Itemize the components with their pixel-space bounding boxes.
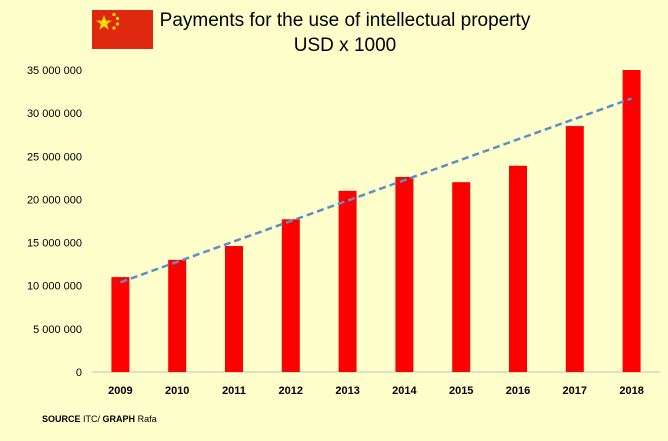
y-tick-label: 5 000 000 <box>33 324 82 336</box>
bar-2015 <box>452 182 471 372</box>
china-flag-icon <box>92 10 153 49</box>
y-tick-label: 10 000 000 <box>27 281 82 293</box>
x-tick-label: 2017 <box>563 385 587 397</box>
graph-label: GRAPH <box>102 414 136 424</box>
bar-2018 <box>622 70 641 372</box>
x-tick-label: 2009 <box>108 385 132 397</box>
y-tick-label: 0 <box>76 367 82 379</box>
bar-2014 <box>395 176 414 372</box>
y-tick-label: 30 000 000 <box>27 108 82 120</box>
trendline <box>119 97 633 284</box>
flag-big-star <box>96 15 112 30</box>
flag-small-star <box>115 16 120 21</box>
bar-2012 <box>281 219 300 372</box>
chart-title: Payments for the use of intellectual pro… <box>155 8 535 58</box>
bar-2011 <box>225 246 243 372</box>
flag-field <box>92 10 153 49</box>
flag-small-star <box>112 26 116 30</box>
x-tick-label: 2016 <box>506 385 530 397</box>
bar-2017 <box>565 126 584 372</box>
bar-2013 <box>338 190 357 372</box>
x-tick-label: 2014 <box>392 385 417 397</box>
x-tick-label: 2010 <box>165 385 189 397</box>
x-tick-label: 2018 <box>619 385 643 397</box>
chart-title-line1: Payments for the use of intellectual pro… <box>159 10 531 31</box>
source-note: SOURCE ITC/ GRAPH Rafa <box>42 414 157 424</box>
y-tick-label: 25 000 000 <box>27 151 82 163</box>
source-text: ITC/ <box>83 414 101 424</box>
y-tick-label: 15 000 000 <box>27 238 82 250</box>
chart-title-line2: USD x 1000 <box>293 35 397 56</box>
y-tick-label: 20 000 000 <box>27 194 82 206</box>
y-tick-label: 35 000 000 <box>27 65 82 77</box>
x-tick-label: 2013 <box>335 385 359 397</box>
bar-2010 <box>168 259 187 372</box>
graph-author: Rafa <box>137 414 157 424</box>
x-tick-label: 2011 <box>222 385 246 397</box>
flag-small-star <box>112 12 116 17</box>
x-tick-label: 2015 <box>449 385 473 397</box>
bar-2016 <box>509 165 527 372</box>
flag-small-star <box>115 22 120 26</box>
source-label: SOURCE <box>42 414 81 424</box>
bar-2009 <box>111 277 130 372</box>
x-tick-label: 2012 <box>279 385 303 397</box>
